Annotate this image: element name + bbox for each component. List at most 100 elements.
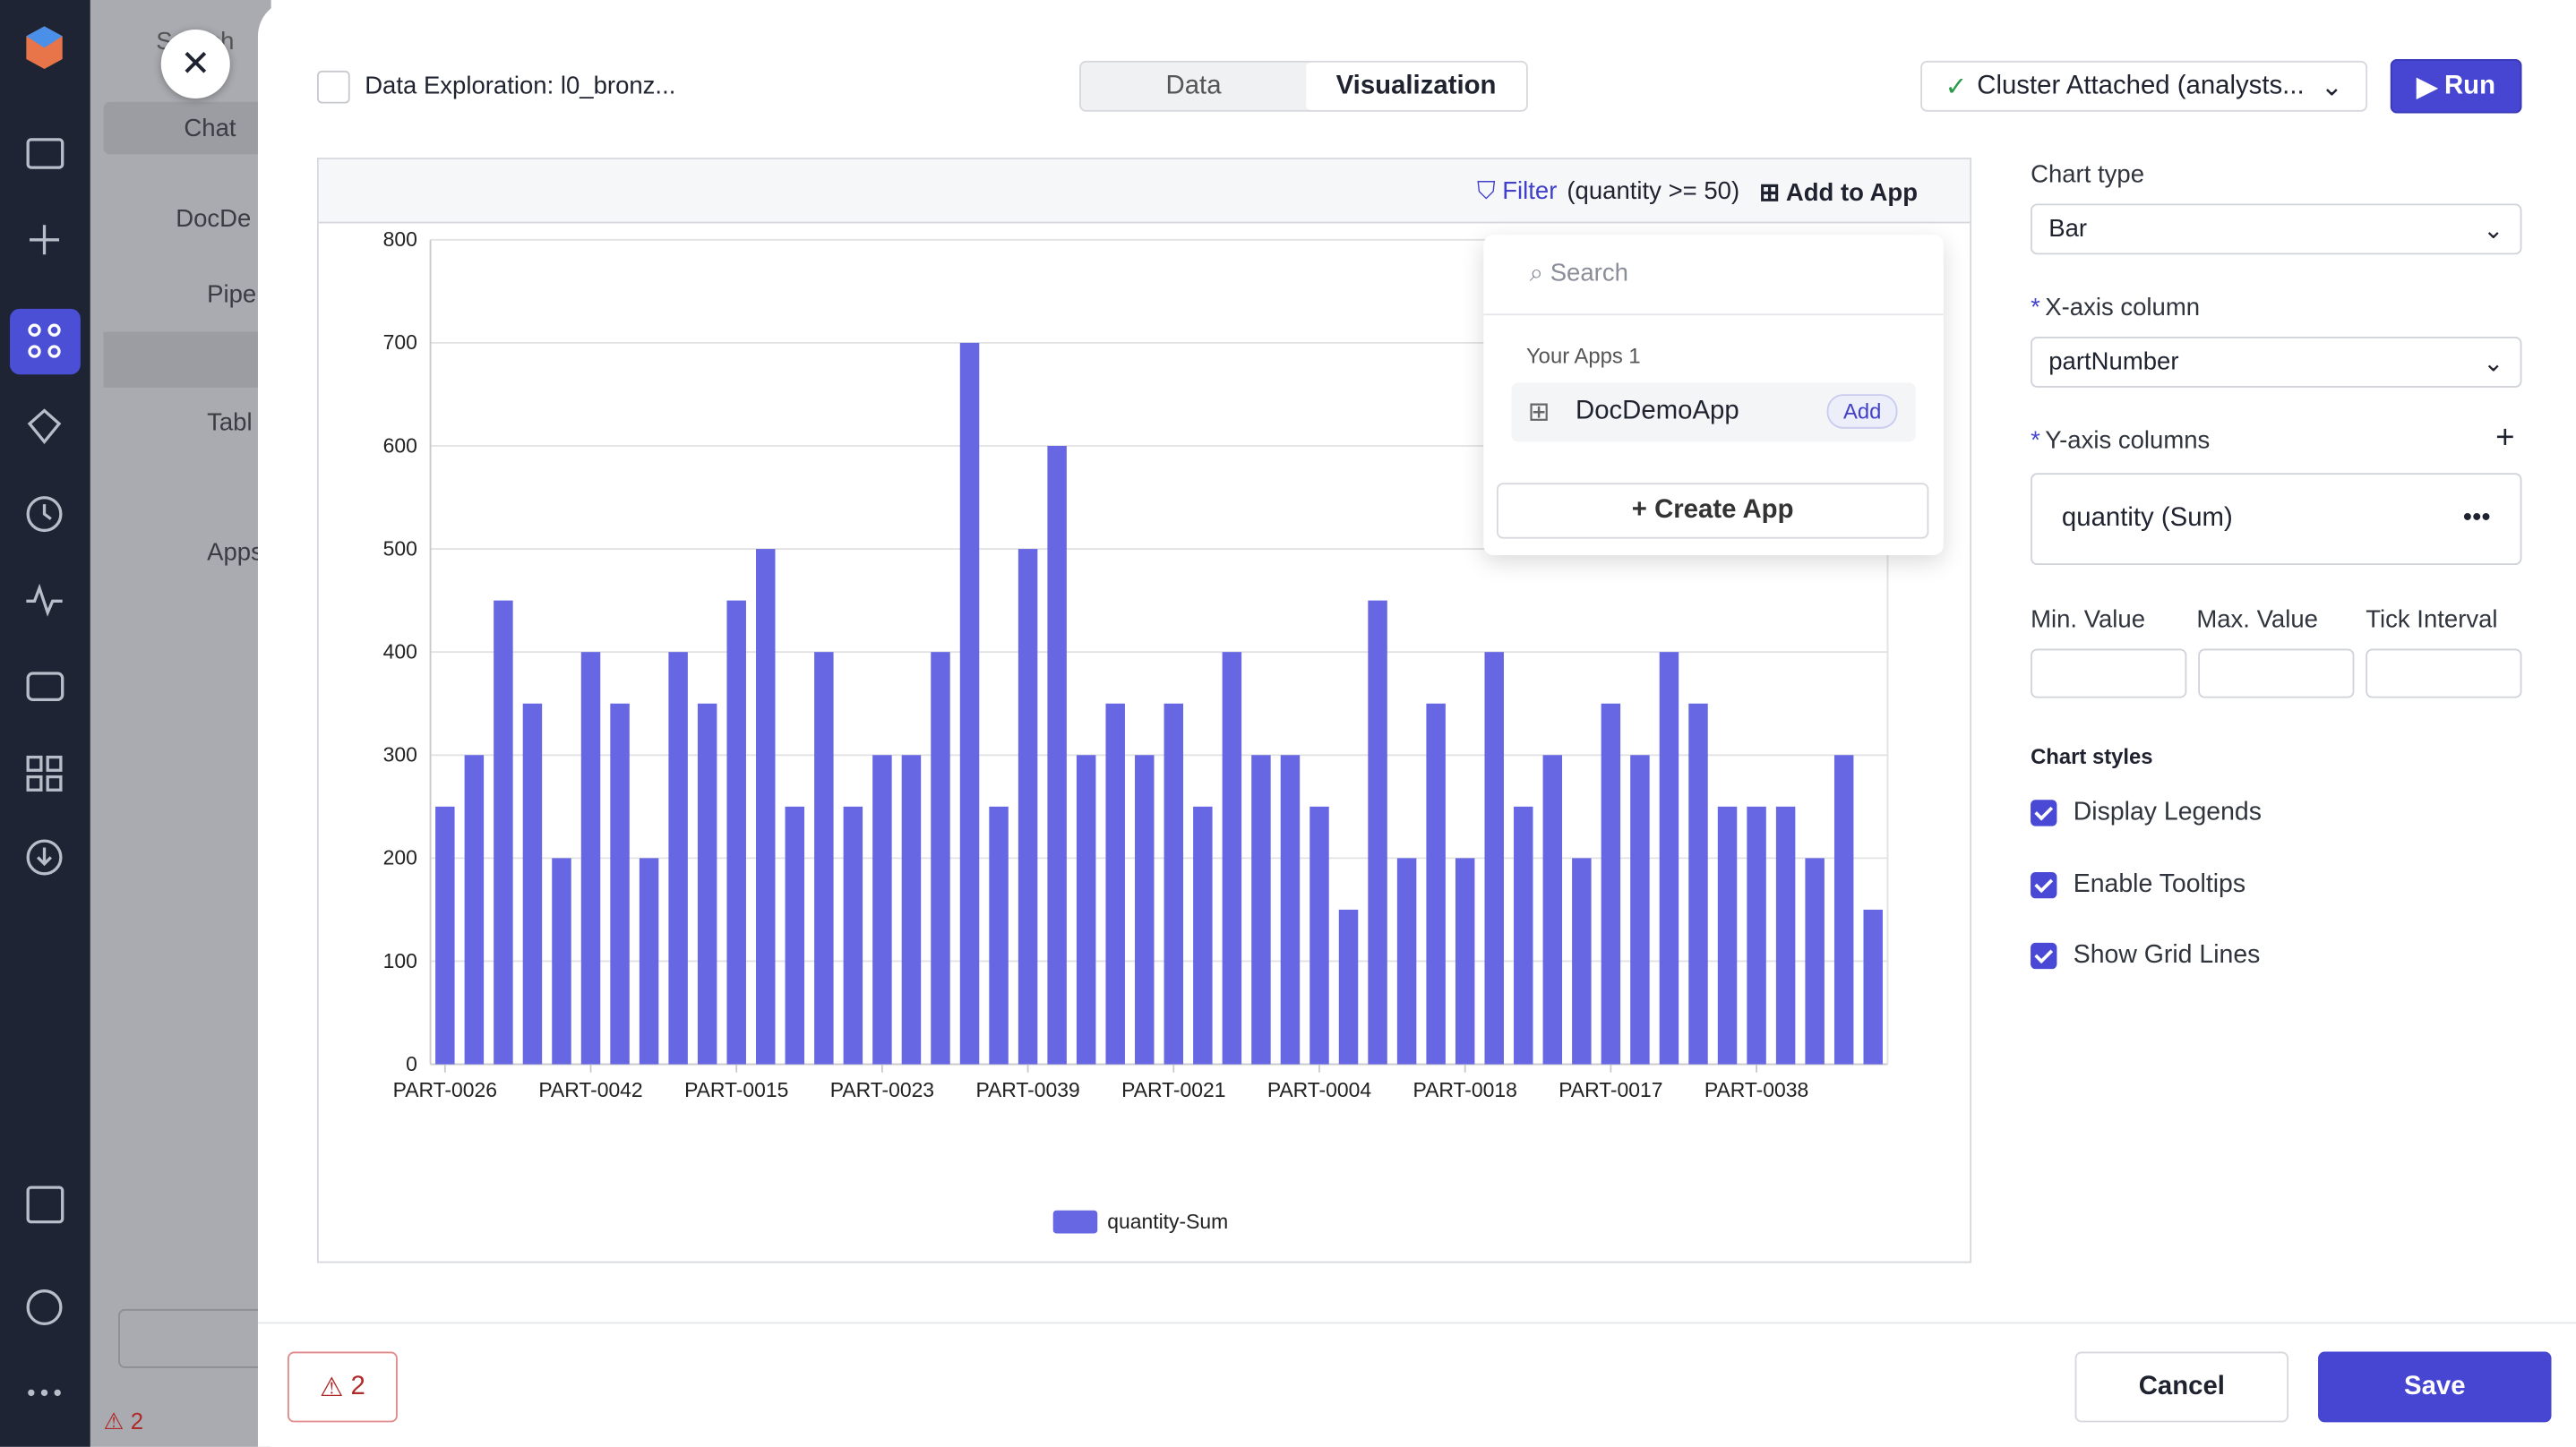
tree-item[interactable]: Pipe	[207, 280, 257, 309]
bar	[1659, 652, 1679, 1065]
x-select[interactable]: partNumber ⌄	[2031, 337, 2522, 388]
bar	[1222, 652, 1242, 1065]
bar	[1396, 858, 1417, 1065]
checkbox-label: Display Legends	[2073, 798, 2262, 826]
bar	[1368, 600, 1387, 1065]
tab[interactable]: Data	[1165, 71, 1222, 99]
project-name: DocDe	[176, 205, 252, 234]
bar	[1688, 703, 1708, 1065]
tree-item[interactable]: Apps	[207, 538, 263, 567]
add-app-button[interactable]: Add	[1826, 394, 1898, 429]
y-tick-label: 700	[383, 330, 417, 354]
chat-tab[interactable]: Chat	[103, 101, 268, 155]
close-button[interactable]: ✕	[160, 30, 230, 99]
bar	[522, 703, 543, 1065]
cluster-select[interactable]: ✓ Cluster Attached (analysts... ⌄	[1920, 60, 2368, 112]
tab-active[interactable]: Visualization	[1306, 62, 1526, 110]
checkbox[interactable]: Display Legends	[2031, 798, 2262, 827]
modal-title: Data Exploration: l0_bronz...	[365, 72, 676, 100]
create-app-button[interactable]: + Create App	[1496, 483, 1929, 539]
bar	[610, 703, 630, 1065]
filter-button[interactable]: ⛉ Filter	[1476, 177, 1558, 206]
add-to-app[interactable]: ⊞ Add to App	[1759, 178, 1919, 208]
bar	[843, 806, 863, 1065]
bar	[668, 652, 688, 1065]
panel-alert: ⚠ 2	[103, 1407, 144, 1434]
checkbox[interactable]: Enable Tooltips	[2031, 870, 2245, 900]
y-tick-label: 100	[383, 949, 417, 972]
run-button[interactable]: ▶ Run	[2390, 59, 2522, 114]
bar	[1193, 806, 1213, 1065]
x-tick-label: PART-0015	[684, 1078, 788, 1101]
create-app-label: Create App	[1654, 495, 1794, 525]
save-button[interactable]: Save	[2318, 1351, 2552, 1423]
label: Min. Value	[2031, 605, 2146, 635]
x-tick-label: PART-0021	[1121, 1078, 1225, 1101]
chart-type-select[interactable]: Bar ⌄	[2031, 203, 2522, 255]
bar	[1601, 703, 1621, 1065]
label: X-axis column	[2031, 294, 2200, 321]
bar	[1833, 755, 1854, 1065]
bar	[901, 755, 922, 1065]
bar	[639, 858, 659, 1065]
alerts-button[interactable]: ⚠ 2	[287, 1351, 398, 1423]
bar	[931, 652, 950, 1065]
y-tick-label: 600	[383, 433, 417, 457]
bar	[1572, 858, 1592, 1065]
label: Chart type	[2031, 160, 2145, 189]
y-tick-label: 800	[383, 227, 417, 251]
filter-expression: (quantity >= 50)	[1567, 177, 1740, 206]
bar	[1542, 755, 1563, 1065]
section-title: Chart styles	[2031, 743, 2153, 769]
bar	[872, 755, 892, 1065]
cancel-button[interactable]: Cancel	[2074, 1351, 2289, 1423]
y-column-value: quantity (Sum)	[2061, 504, 2233, 533]
menu-search-text: Search	[1550, 259, 1628, 287]
bar	[1805, 858, 1825, 1065]
x-tick-label: PART-0018	[1413, 1078, 1517, 1101]
app-row: ⊞ DocDemoApp Add	[1511, 382, 1916, 442]
x-tick-label: PART-0026	[393, 1078, 497, 1101]
menu-search[interactable]: ⌕ Search	[1529, 259, 1628, 287]
bar	[552, 858, 571, 1065]
bar	[435, 806, 455, 1065]
bar	[814, 652, 834, 1065]
x-tick-label: PART-0004	[1267, 1078, 1372, 1101]
bar	[1338, 909, 1359, 1065]
bar	[756, 549, 776, 1065]
select-value: partNumber	[2048, 347, 2179, 377]
bar	[1514, 806, 1533, 1065]
bar	[1076, 755, 1096, 1065]
min-input[interactable]	[2031, 648, 2187, 698]
y-tick-label: 0	[406, 1052, 417, 1075]
nav-icons	[10, 26, 81, 1397]
bar	[1717, 806, 1738, 1065]
checkbox[interactable]: Show Grid Lines	[2031, 941, 2260, 971]
add-y[interactable]: +	[2495, 420, 2515, 457]
tree-item[interactable]: Tabl	[207, 408, 253, 437]
legend-swatch	[1052, 1210, 1098, 1234]
x-tick-label: PART-0039	[975, 1078, 1079, 1101]
max-input[interactable]	[2198, 648, 2355, 698]
bar	[1455, 858, 1475, 1065]
alert-count: 2	[130, 1407, 144, 1434]
bar	[1484, 652, 1504, 1065]
logo-top	[26, 26, 63, 48]
app-name: DocDemoApp	[1575, 397, 1739, 426]
legend-label: quantity-Sum	[1107, 1210, 1228, 1233]
bar	[726, 600, 746, 1065]
bar	[1426, 703, 1446, 1065]
bar	[464, 755, 485, 1065]
tick-input[interactable]	[2366, 648, 2522, 698]
bar	[1251, 755, 1271, 1065]
filter-label: Filter	[1502, 177, 1558, 206]
y-column[interactable]: quantity (Sum) •••	[2031, 473, 2522, 565]
bar	[1018, 549, 1038, 1065]
y-tick-label: 300	[383, 743, 417, 766]
nav-sidebar	[0, 0, 90, 1447]
checkbox-label: Show Grid Lines	[2073, 940, 2261, 970]
label: Y-axis columns	[2031, 427, 2210, 455]
y-tick-label: 400	[383, 640, 417, 664]
